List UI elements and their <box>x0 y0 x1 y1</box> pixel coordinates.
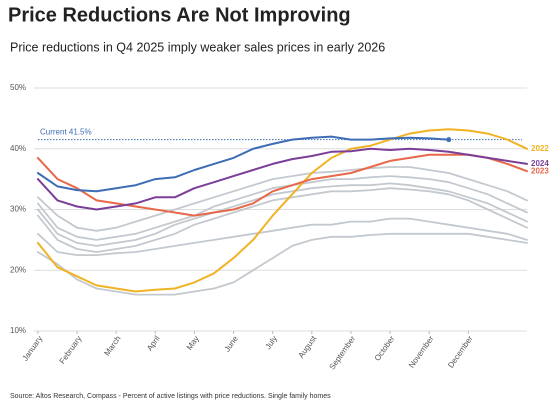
series-line <box>37 175 528 241</box>
x-tick-label: March <box>102 334 122 357</box>
series-line <box>37 182 528 247</box>
series-line <box>36 147 528 211</box>
series-line <box>37 232 528 296</box>
x-tick-label: November <box>407 334 436 370</box>
x-tick-label: December <box>446 334 475 370</box>
series-line <box>36 153 528 217</box>
y-tick-label: 30% <box>10 205 26 214</box>
series-end-label: 2024 <box>531 159 549 168</box>
y-tick-label: 40% <box>10 144 26 153</box>
x-tick-label: January <box>21 334 45 362</box>
chart-subtitle: Price reductions in Q4 2025 imply weaker… <box>10 40 385 54</box>
x-tick-label: February <box>58 334 84 365</box>
x-tick-label: April <box>145 334 162 352</box>
series-line <box>37 187 528 253</box>
chart-title: Price Reductions Are Not Improving <box>8 4 351 26</box>
x-tick-label: June <box>223 334 241 354</box>
x-tick-label: October <box>373 334 397 363</box>
annotation-label: Current 41.5% <box>40 128 92 137</box>
series-line <box>37 217 528 256</box>
y-tick-label: 10% <box>10 326 26 335</box>
x-tick-label: August <box>297 334 319 360</box>
series-line <box>36 128 528 293</box>
y-tick-label: 20% <box>10 265 26 274</box>
x-tick-label: September <box>327 334 357 371</box>
series-end-label: 2022 <box>531 144 549 153</box>
x-tick-label: May <box>185 334 201 352</box>
series-end-dot <box>446 137 452 143</box>
series-end-label: 2023 <box>531 166 549 175</box>
x-tick-label: July <box>264 334 280 351</box>
series-line <box>36 135 450 193</box>
source-note: Source: Altos Research, Compass - Percen… <box>10 393 331 400</box>
series-line <box>37 166 528 232</box>
y-tick-label: 50% <box>10 83 26 92</box>
